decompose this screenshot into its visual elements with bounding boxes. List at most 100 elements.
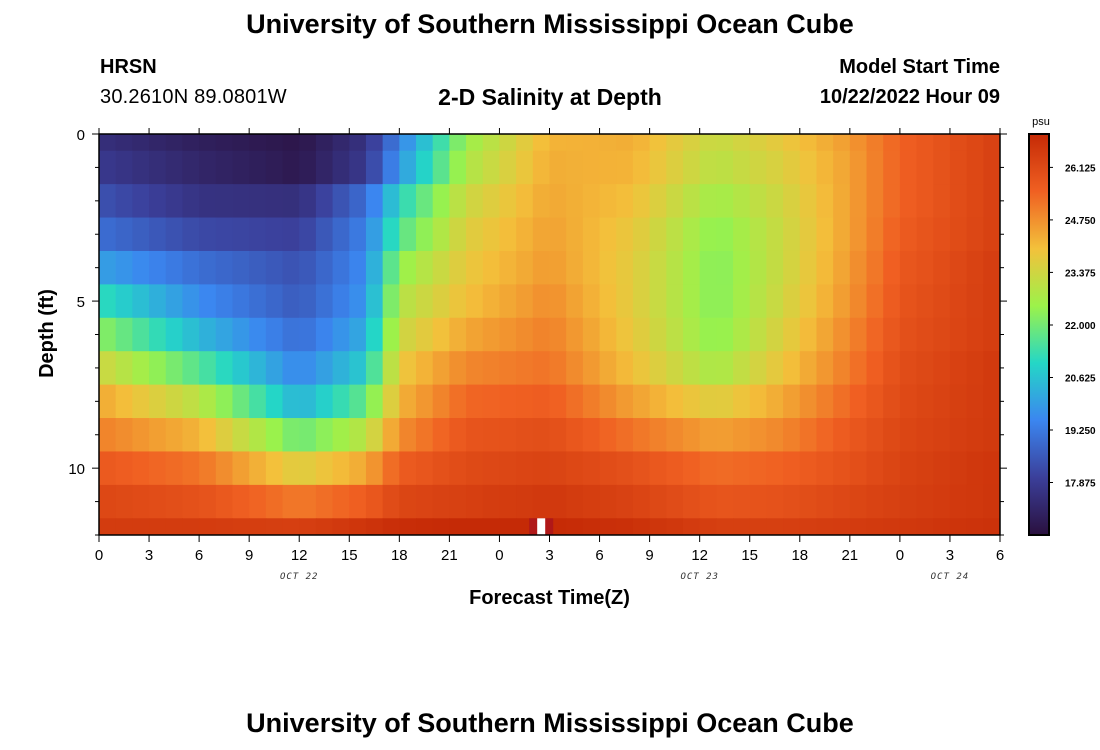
heatmap-cell xyxy=(132,351,150,386)
heatmap-cell xyxy=(866,518,884,535)
heatmap-cell xyxy=(632,150,651,185)
heatmap-cell xyxy=(232,418,250,453)
heatmap-cell xyxy=(632,184,651,219)
heatmap-cell xyxy=(849,351,868,386)
heatmap-cell xyxy=(799,418,818,453)
heatmap-cell xyxy=(849,284,868,319)
heatmap-cell xyxy=(883,134,901,152)
heatmap-cell xyxy=(315,418,334,453)
heatmap-cell xyxy=(182,217,200,252)
heatmap-cell xyxy=(549,484,567,519)
heatmap-cell xyxy=(883,518,901,535)
colorbar: psu 17.875 19.250 20.625 22.000 23.375 24.750… xyxy=(1028,116,1096,536)
heatmap-cell xyxy=(749,250,768,285)
heatmap-cell xyxy=(632,351,651,386)
heatmap-cell xyxy=(416,518,434,535)
heatmap-cell xyxy=(916,284,934,319)
heatmap-cell xyxy=(199,217,217,252)
heatmap-cell xyxy=(532,317,551,352)
heatmap-cell xyxy=(449,184,467,219)
heatmap-cell xyxy=(699,384,717,419)
heatmap-cell xyxy=(949,418,968,453)
heatmap-cell xyxy=(899,317,918,352)
heatmap-cell xyxy=(799,184,818,219)
heatmap-cell xyxy=(432,250,450,285)
heatmap-cell xyxy=(232,518,250,535)
heatmap-cell xyxy=(115,518,133,535)
heatmap-cell xyxy=(666,418,684,453)
colorbar-unit: psu xyxy=(1032,116,1050,128)
heatmap-cell xyxy=(916,317,934,352)
heatmap-cell xyxy=(249,184,267,219)
heatmap-cell xyxy=(132,317,150,352)
heatmap-cell xyxy=(849,418,868,453)
heatmap-cell xyxy=(733,451,751,486)
heatmap-cell xyxy=(833,451,851,486)
heatmap-cell xyxy=(449,418,467,453)
heatmap-cell xyxy=(682,284,701,319)
heatmap-cell xyxy=(716,518,734,535)
axis-ticks xyxy=(92,128,1007,542)
heatmap-cell xyxy=(432,384,450,419)
heatmap-cell xyxy=(933,150,951,185)
heatmap-cell xyxy=(983,250,1000,285)
heatmap-cell xyxy=(315,217,334,252)
heatmap-cell xyxy=(616,284,634,319)
heatmap-cell xyxy=(432,317,450,352)
heatmap-cell xyxy=(616,484,634,519)
heatmap-cell xyxy=(482,518,501,535)
heatmap-cell xyxy=(616,150,634,185)
heatmap-cell xyxy=(449,250,467,285)
heatmap-cell xyxy=(549,184,567,219)
heatmap-cell xyxy=(733,518,751,535)
heatmap-cell xyxy=(282,284,300,319)
heatmap-cell xyxy=(599,484,617,519)
heatmap-cell xyxy=(365,284,384,319)
heatmap-cell xyxy=(916,351,934,386)
heatmap-cell xyxy=(382,184,400,219)
heatmap-cell xyxy=(149,451,167,486)
heatmap-cell xyxy=(332,317,350,352)
heatmap-cell xyxy=(399,484,417,519)
heatmap-cell xyxy=(816,351,834,386)
heatmap-cell xyxy=(749,518,768,535)
heatmap-cell xyxy=(682,484,701,519)
heatmap-cell xyxy=(466,250,484,285)
heatmap-cell xyxy=(582,317,601,352)
heatmap-cell xyxy=(265,134,284,152)
heatmap-cell xyxy=(299,351,317,386)
heatmap-cell xyxy=(733,418,751,453)
heatmap-cell xyxy=(549,418,567,453)
heatmap-cell xyxy=(132,150,150,185)
heatmap-cell xyxy=(249,451,267,486)
heatmap-cell xyxy=(566,484,584,519)
heatmap-cell xyxy=(382,351,400,386)
heatmap-cell xyxy=(249,384,267,419)
heatmap-cell xyxy=(282,384,300,419)
date-label: OCT 23 xyxy=(680,572,719,582)
heatmap-cell xyxy=(816,250,834,285)
heatmap-cell xyxy=(816,134,834,152)
heatmap-cell xyxy=(299,418,317,453)
heatmap-cell xyxy=(983,451,1000,486)
heatmap-cell xyxy=(115,384,133,419)
heatmap-cell xyxy=(966,384,984,419)
heatmap-cell xyxy=(682,184,701,219)
heatmap-cell xyxy=(115,184,133,219)
x-tick-label: 21 xyxy=(841,547,858,564)
heatmap-cell xyxy=(833,317,851,352)
heatmap-cell xyxy=(682,384,701,419)
time-marker xyxy=(529,518,554,535)
heatmap-cell xyxy=(749,184,768,219)
heatmap-cell xyxy=(466,217,484,252)
heatmap-cell xyxy=(699,317,717,352)
heatmap-cell xyxy=(599,418,617,453)
heatmap-cell xyxy=(699,250,717,285)
heatmap-cell xyxy=(582,250,601,285)
heatmap-cell xyxy=(99,250,117,285)
heatmap-cell xyxy=(149,384,167,419)
heatmap-cell xyxy=(733,384,751,419)
heatmap-cell xyxy=(699,484,717,519)
heatmap-cell xyxy=(516,250,534,285)
heatmap-cell xyxy=(99,418,117,453)
